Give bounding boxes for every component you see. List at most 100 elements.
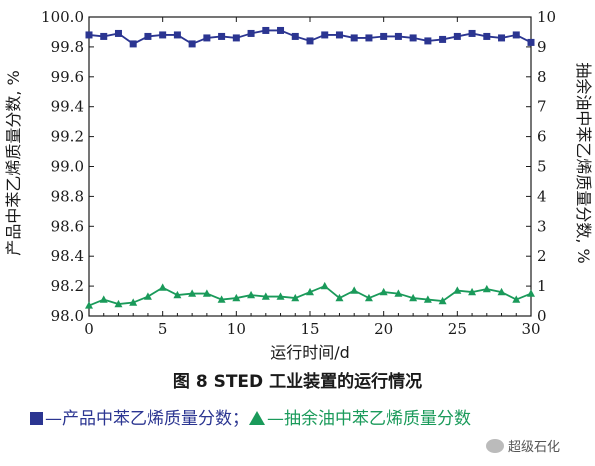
y-left-tick-label: 100.0 <box>41 8 84 26</box>
y-left-tick-label: 99.2 <box>51 128 84 146</box>
series-2-point <box>114 299 123 308</box>
legend-item-raffinate: —抽余油中苯乙烯质量分数 <box>267 409 471 429</box>
series-2-point <box>423 295 432 303</box>
series-1-point <box>453 32 461 40</box>
y-left-tick-label: 98.4 <box>51 247 84 265</box>
series-1-point <box>188 40 196 48</box>
series-2-point <box>409 293 418 302</box>
y-right-tick-label: 5 <box>537 158 547 176</box>
series-2-point <box>247 290 256 299</box>
series-1-point <box>306 37 314 45</box>
figure-caption: 图 8 STED 工业装置的运行情况 <box>172 372 423 392</box>
series-2-point <box>527 289 535 297</box>
x-tick-label: 10 <box>227 320 246 338</box>
series-1-point <box>262 26 270 34</box>
series-2-point <box>364 293 373 302</box>
series-2-point <box>143 292 152 300</box>
series-1-point <box>365 34 373 42</box>
series-1-point <box>498 34 506 42</box>
x-tick-label: 30 <box>521 320 540 338</box>
series-2-point <box>512 295 521 303</box>
series-2-point <box>320 281 329 290</box>
series-2-point <box>350 286 359 294</box>
plot-frame <box>88 16 532 317</box>
series-2-point <box>438 296 447 305</box>
series-1-point <box>380 32 388 40</box>
series-1-point <box>409 34 417 42</box>
x-tick-label: 20 <box>374 320 393 338</box>
y-right-tick-label: 6 <box>537 128 547 146</box>
series-1-point <box>394 32 402 40</box>
chart-svg: 0 5 10 15 20 25 3098.098.298.498.698.899.099.2… <box>4 8 593 362</box>
series-1-point <box>114 29 122 37</box>
series-1-point <box>439 35 447 43</box>
series-1-point <box>247 29 255 37</box>
series-1-point <box>321 31 329 39</box>
series-2-point <box>394 289 403 297</box>
series-2-point <box>261 292 270 300</box>
series-1-point <box>129 40 137 48</box>
y-right-tick-label: 9 <box>537 38 547 56</box>
legend: —产品中苯乙烯质量分数； —抽余油中苯乙烯质量分数 <box>30 404 471 429</box>
series-2-point <box>379 287 388 296</box>
series-1-point <box>100 32 108 40</box>
x-tick-label: 5 <box>158 320 168 338</box>
x-axis-title: 运行时间/d <box>270 343 350 362</box>
series-1-point <box>218 32 226 40</box>
y-axis-left-title: 产品中苯乙烯质量分数, % <box>4 70 23 255</box>
series-2-point <box>217 295 226 303</box>
series-2-point <box>276 292 285 300</box>
y-right-tick-label: 10 <box>537 8 556 26</box>
legend-item-product: —产品中苯乙烯质量分数； <box>45 409 249 429</box>
series-2-point <box>158 283 167 291</box>
series-1-point <box>350 34 358 42</box>
series-2-point <box>497 287 506 296</box>
series-1-point <box>512 31 520 39</box>
y-left-tick-label: 99.0 <box>51 158 84 176</box>
y-left-tick-label: 99.4 <box>51 98 84 116</box>
wechat-icon <box>486 439 504 453</box>
x-tick-label: 15 <box>300 320 319 338</box>
series-1-point <box>527 38 535 46</box>
y-right-tick-label: 3 <box>537 217 547 235</box>
y-left-tick-label: 99.6 <box>51 68 84 86</box>
series-1-point <box>173 31 181 39</box>
x-tick-label: 25 <box>448 320 467 338</box>
series-1-point <box>159 31 167 39</box>
y-left-tick-label: 99.8 <box>51 38 84 56</box>
triangle-marker-icon <box>249 411 265 425</box>
series-2-point <box>129 298 138 306</box>
series-2-point <box>99 295 108 303</box>
watermark: 超级石化 <box>486 436 560 455</box>
series-1-point <box>203 34 211 42</box>
series-2-point <box>482 284 491 293</box>
y-right-tick-label: 0 <box>537 307 547 325</box>
series-1-point <box>483 32 491 40</box>
series-2-point <box>335 293 344 302</box>
watermark-text: 超级石化 <box>508 440 561 455</box>
series-1-point <box>291 32 299 40</box>
plot-area: 0 5 10 15 20 25 3098.098.298.498.698.899.099.2… <box>41 8 556 338</box>
y-right-tick-label: 7 <box>537 98 547 116</box>
series-1-point <box>277 26 285 34</box>
series-2-point <box>202 289 211 297</box>
y-left-tick-label: 98.6 <box>51 217 84 235</box>
y-right-tick-label: 2 <box>537 247 547 265</box>
y-right-tick-label: 1 <box>537 277 547 295</box>
series-2-point <box>85 301 93 309</box>
y-left-tick-label: 98.0 <box>51 307 84 325</box>
y-left-tick-label: 98.8 <box>51 187 84 205</box>
x-tick-label: 0 <box>84 320 94 338</box>
series-2-point <box>453 286 462 294</box>
series-1-point <box>335 31 343 39</box>
y-right-tick-label: 4 <box>537 187 547 205</box>
series-2-point <box>468 287 477 296</box>
series-2-point <box>232 293 241 302</box>
square-marker-icon <box>30 412 43 425</box>
series-1-point <box>468 29 476 37</box>
y-right-tick-label: 8 <box>537 68 547 86</box>
series-2-point <box>291 293 300 302</box>
series-2-point <box>306 287 314 296</box>
series-1-point <box>144 32 152 40</box>
series-1-point <box>232 34 240 42</box>
